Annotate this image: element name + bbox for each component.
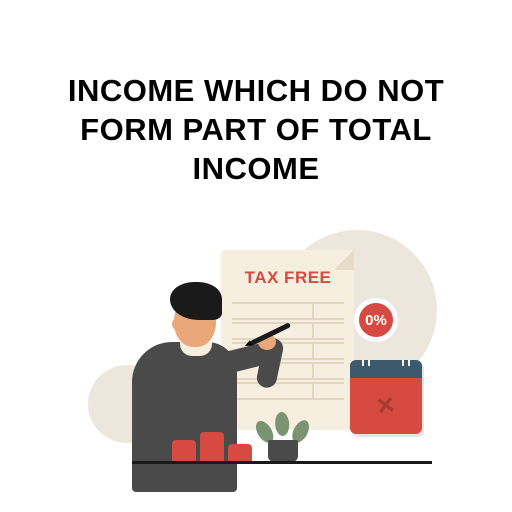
zero-percent-badge: 0%: [354, 298, 398, 342]
potted-plant: [258, 402, 308, 462]
stacked-pots: [172, 432, 252, 462]
pot: [228, 444, 252, 462]
pot: [172, 440, 196, 462]
calendar-ring: [362, 360, 370, 366]
pot: [200, 432, 224, 462]
leaf: [274, 412, 290, 437]
man-ear: [172, 318, 182, 330]
table-surface: [132, 461, 432, 464]
calendar-ring: [402, 360, 410, 366]
calendar-mark: ×: [375, 388, 397, 424]
calendar-icon: ×: [350, 360, 422, 434]
plant-pot: [268, 440, 298, 462]
calendar-header: [350, 360, 422, 378]
illustration: TAX FREE 0% ×: [0, 230, 512, 512]
calendar-body: ×: [350, 378, 422, 434]
page-title: INCOME WHICH DO NOT FORM PART OF TOTAL I…: [0, 72, 512, 188]
